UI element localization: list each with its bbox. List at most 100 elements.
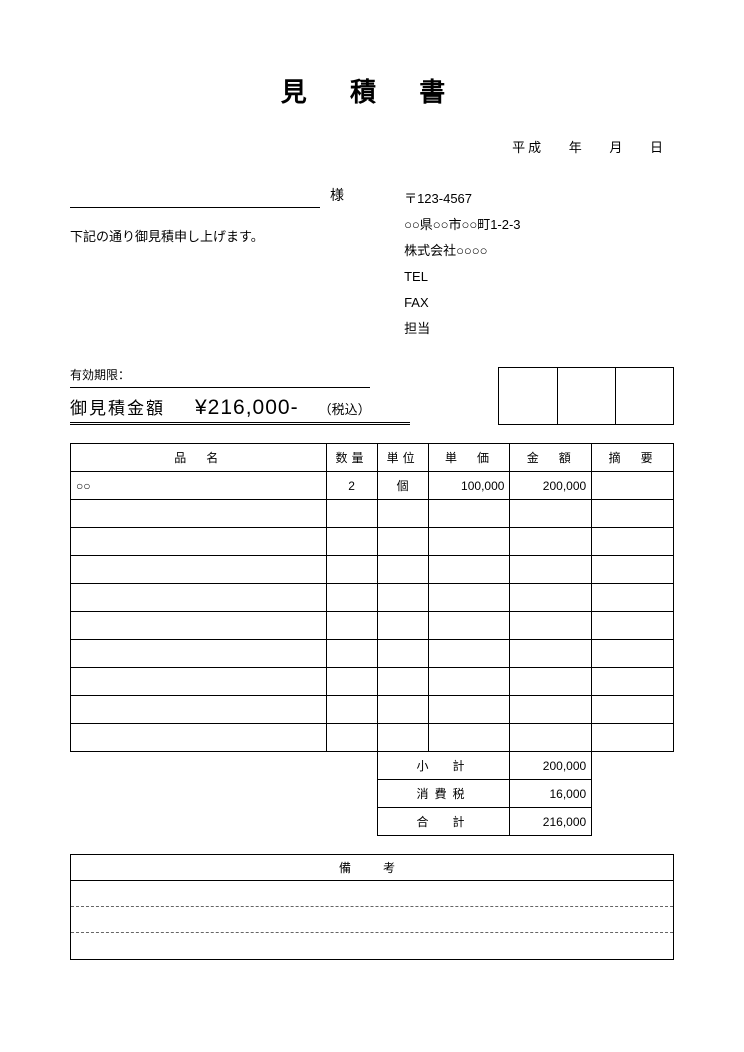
cell-qty bbox=[326, 612, 377, 640]
table-row bbox=[71, 668, 674, 696]
cell-qty bbox=[326, 528, 377, 556]
cell-name bbox=[71, 528, 327, 556]
tax-value: 16,000 bbox=[510, 780, 592, 808]
cell-unit bbox=[377, 640, 428, 668]
cell-note bbox=[592, 696, 674, 724]
cell-name bbox=[71, 584, 327, 612]
subtotal-label: 小 計 bbox=[377, 752, 510, 780]
table-row bbox=[71, 584, 674, 612]
cell-amount bbox=[510, 724, 592, 752]
cell-price bbox=[428, 556, 510, 584]
cell-name: ○○ bbox=[71, 472, 327, 500]
header-note: 摘 要 bbox=[592, 444, 674, 472]
cell-unit bbox=[377, 500, 428, 528]
cell-unit bbox=[377, 668, 428, 696]
table-row bbox=[71, 500, 674, 528]
cell-price: 100,000 bbox=[428, 472, 510, 500]
quote-total-amount: ¥216,000- bbox=[195, 396, 299, 420]
total-value: 216,000 bbox=[510, 808, 592, 836]
cell-name bbox=[71, 640, 327, 668]
cell-amount bbox=[510, 612, 592, 640]
era-label: 平成 bbox=[512, 140, 544, 155]
cell-unit bbox=[377, 724, 428, 752]
cell-note bbox=[592, 500, 674, 528]
cell-note bbox=[592, 472, 674, 500]
items-table: 品 名 数量 単位 単 価 金 額 摘 要 ○○2個100,000 200,000… bbox=[70, 443, 674, 836]
cell-name bbox=[71, 724, 327, 752]
day-label: 日 bbox=[650, 140, 666, 155]
cell-qty bbox=[326, 500, 377, 528]
stamp-boxes bbox=[498, 367, 674, 425]
table-row: ○○2個100,000200,000 bbox=[71, 472, 674, 500]
cell-unit bbox=[377, 584, 428, 612]
cell-unit: 個 bbox=[377, 472, 428, 500]
header-qty: 数量 bbox=[326, 444, 377, 472]
cell-amount bbox=[510, 696, 592, 724]
cell-note bbox=[592, 724, 674, 752]
cell-price bbox=[428, 696, 510, 724]
cell-amount bbox=[510, 584, 592, 612]
cell-amount bbox=[510, 640, 592, 668]
cell-unit bbox=[377, 556, 428, 584]
cell-name bbox=[71, 556, 327, 584]
date-row: 平成 年 月 日 bbox=[70, 137, 674, 156]
notes-line bbox=[71, 933, 673, 959]
cell-amount bbox=[510, 528, 592, 556]
cell-qty bbox=[326, 640, 377, 668]
notes-section: 備 考 bbox=[70, 854, 674, 960]
cell-note bbox=[592, 668, 674, 696]
cell-price bbox=[428, 584, 510, 612]
cell-qty bbox=[326, 556, 377, 584]
cell-note bbox=[592, 556, 674, 584]
sender-block: 〒123-4567 ○○県○○市○○町1-2-3 株式会社○○○○ TEL FA… bbox=[384, 186, 674, 342]
cell-qty bbox=[326, 584, 377, 612]
header-amount: 金 額 bbox=[510, 444, 592, 472]
sender-fax: FAX bbox=[404, 290, 674, 316]
table-row bbox=[71, 528, 674, 556]
year-label: 年 bbox=[569, 140, 585, 155]
cell-amount bbox=[510, 668, 592, 696]
notes-line bbox=[71, 907, 673, 933]
header-name: 品 名 bbox=[71, 444, 327, 472]
cell-amount bbox=[510, 556, 592, 584]
subtotal-value: 200,000 bbox=[510, 752, 592, 780]
sender-company: 株式会社○○○○ bbox=[404, 238, 674, 264]
customer-honorific: 様 bbox=[330, 185, 344, 205]
table-row bbox=[71, 696, 674, 724]
valid-period: 有効期限： bbox=[70, 366, 370, 388]
stamp-box bbox=[557, 368, 615, 424]
table-row bbox=[71, 724, 674, 752]
quote-total-label: 御見積金額 bbox=[70, 394, 165, 419]
header-price: 単 価 bbox=[428, 444, 510, 472]
cell-note bbox=[592, 584, 674, 612]
cell-qty bbox=[326, 724, 377, 752]
sender-postal: 〒123-4567 bbox=[404, 186, 674, 212]
table-row bbox=[71, 612, 674, 640]
table-row bbox=[71, 640, 674, 668]
notes-line bbox=[71, 881, 673, 907]
cell-unit bbox=[377, 528, 428, 556]
month-label: 月 bbox=[609, 140, 625, 155]
stamp-box bbox=[615, 368, 673, 424]
cell-price bbox=[428, 640, 510, 668]
cell-amount bbox=[510, 500, 592, 528]
cell-price bbox=[428, 528, 510, 556]
cell-name bbox=[71, 668, 327, 696]
quote-total-suffix: （税込） bbox=[319, 399, 371, 418]
cell-price bbox=[428, 668, 510, 696]
cell-note bbox=[592, 612, 674, 640]
cell-unit bbox=[377, 696, 428, 724]
cell-price bbox=[428, 612, 510, 640]
cell-qty: 2 bbox=[326, 472, 377, 500]
cell-price bbox=[428, 500, 510, 528]
cell-note bbox=[592, 640, 674, 668]
cell-price bbox=[428, 724, 510, 752]
cell-name bbox=[71, 612, 327, 640]
total-label: 合 計 bbox=[377, 808, 510, 836]
sender-address: ○○県○○市○○町1-2-3 bbox=[404, 212, 674, 238]
document-title: 見 積 書 bbox=[70, 72, 674, 109]
statement-text: 下記の通り御見積申し上げます。 bbox=[70, 226, 384, 245]
cell-name bbox=[71, 696, 327, 724]
header-unit: 単位 bbox=[377, 444, 428, 472]
cell-unit bbox=[377, 612, 428, 640]
